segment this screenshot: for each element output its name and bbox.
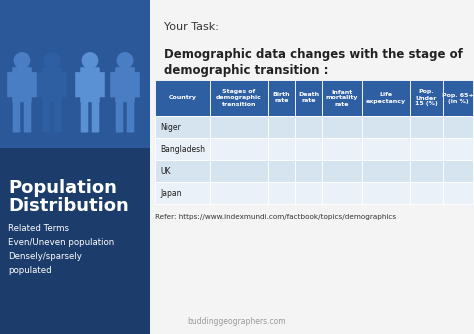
Text: Related Terms
Even/Uneven population
Densely/sparsely
populated: Related Terms Even/Uneven population Den… bbox=[8, 224, 114, 275]
Text: Niger: Niger bbox=[160, 123, 181, 132]
Text: Bangladesh: Bangladesh bbox=[160, 145, 205, 154]
FancyBboxPatch shape bbox=[116, 101, 123, 133]
FancyBboxPatch shape bbox=[91, 101, 99, 133]
Bar bbox=[210, 182, 268, 204]
Bar bbox=[0, 0, 150, 334]
Bar bbox=[410, 80, 443, 116]
Bar bbox=[362, 160, 410, 182]
Bar bbox=[210, 160, 268, 182]
Bar bbox=[295, 116, 322, 138]
FancyBboxPatch shape bbox=[30, 72, 37, 97]
FancyBboxPatch shape bbox=[81, 101, 88, 133]
FancyBboxPatch shape bbox=[37, 72, 44, 97]
Circle shape bbox=[82, 53, 98, 68]
Bar bbox=[443, 80, 473, 116]
Text: Pop. 65+
(in %): Pop. 65+ (in %) bbox=[442, 93, 474, 104]
FancyBboxPatch shape bbox=[127, 101, 134, 133]
Circle shape bbox=[44, 53, 60, 68]
FancyBboxPatch shape bbox=[7, 72, 14, 97]
Bar bbox=[0, 0, 150, 148]
Bar bbox=[443, 116, 473, 138]
FancyBboxPatch shape bbox=[75, 72, 82, 97]
Bar bbox=[155, 116, 210, 138]
Bar bbox=[295, 138, 322, 160]
Bar bbox=[268, 160, 295, 182]
Bar bbox=[322, 116, 362, 138]
Text: Pop.
Under
15 (%): Pop. Under 15 (%) bbox=[415, 90, 438, 107]
Bar bbox=[322, 80, 362, 116]
Bar bbox=[410, 160, 443, 182]
Bar bbox=[210, 138, 268, 160]
Bar bbox=[210, 116, 268, 138]
Bar bbox=[210, 80, 268, 116]
Bar bbox=[322, 138, 362, 160]
Bar bbox=[268, 138, 295, 160]
Bar bbox=[155, 160, 210, 182]
FancyBboxPatch shape bbox=[12, 67, 32, 102]
Bar bbox=[410, 138, 443, 160]
Bar bbox=[362, 116, 410, 138]
Text: Country: Country bbox=[168, 96, 197, 101]
Text: buddinggeographers.com: buddinggeographers.com bbox=[188, 317, 286, 326]
FancyBboxPatch shape bbox=[80, 67, 100, 102]
Text: demographic transition :: demographic transition : bbox=[164, 64, 328, 77]
Bar bbox=[295, 80, 322, 116]
FancyBboxPatch shape bbox=[115, 67, 135, 102]
Bar bbox=[362, 138, 410, 160]
FancyBboxPatch shape bbox=[133, 72, 140, 97]
Bar bbox=[410, 182, 443, 204]
FancyBboxPatch shape bbox=[43, 101, 50, 133]
FancyBboxPatch shape bbox=[98, 72, 105, 97]
Bar bbox=[362, 80, 410, 116]
Bar bbox=[268, 182, 295, 204]
FancyBboxPatch shape bbox=[54, 101, 61, 133]
Text: Infant
mortality
rate: Infant mortality rate bbox=[326, 90, 358, 107]
Bar bbox=[295, 160, 322, 182]
Bar bbox=[443, 182, 473, 204]
Bar bbox=[443, 138, 473, 160]
Bar bbox=[268, 80, 295, 116]
FancyBboxPatch shape bbox=[110, 72, 117, 97]
Bar bbox=[155, 138, 210, 160]
Circle shape bbox=[14, 53, 30, 68]
Text: UK: UK bbox=[160, 167, 171, 175]
Bar bbox=[362, 182, 410, 204]
Bar bbox=[443, 160, 473, 182]
Bar bbox=[155, 182, 210, 204]
Bar bbox=[295, 182, 322, 204]
Text: Population: Population bbox=[8, 179, 117, 197]
Text: Stages of
demographic
transition: Stages of demographic transition bbox=[216, 90, 262, 107]
Bar bbox=[155, 80, 210, 116]
Text: Distribution: Distribution bbox=[8, 197, 129, 215]
Text: Your Task:: Your Task: bbox=[164, 22, 219, 32]
Text: Japan: Japan bbox=[160, 188, 182, 197]
FancyBboxPatch shape bbox=[13, 101, 20, 133]
Text: Birth
rate: Birth rate bbox=[273, 93, 290, 104]
Bar bbox=[410, 116, 443, 138]
Circle shape bbox=[117, 53, 133, 68]
Text: Death
rate: Death rate bbox=[298, 93, 319, 104]
FancyBboxPatch shape bbox=[24, 101, 31, 133]
Text: Refer: https://www.indexmundi.com/factbook/topics/demographics: Refer: https://www.indexmundi.com/factbo… bbox=[155, 214, 396, 220]
Bar bbox=[322, 160, 362, 182]
FancyBboxPatch shape bbox=[42, 67, 62, 102]
Bar bbox=[268, 116, 295, 138]
FancyBboxPatch shape bbox=[60, 72, 67, 97]
Text: Life
expectancy: Life expectancy bbox=[366, 93, 406, 104]
Bar bbox=[322, 182, 362, 204]
Text: Demographic data changes with the stage of: Demographic data changes with the stage … bbox=[164, 48, 463, 61]
